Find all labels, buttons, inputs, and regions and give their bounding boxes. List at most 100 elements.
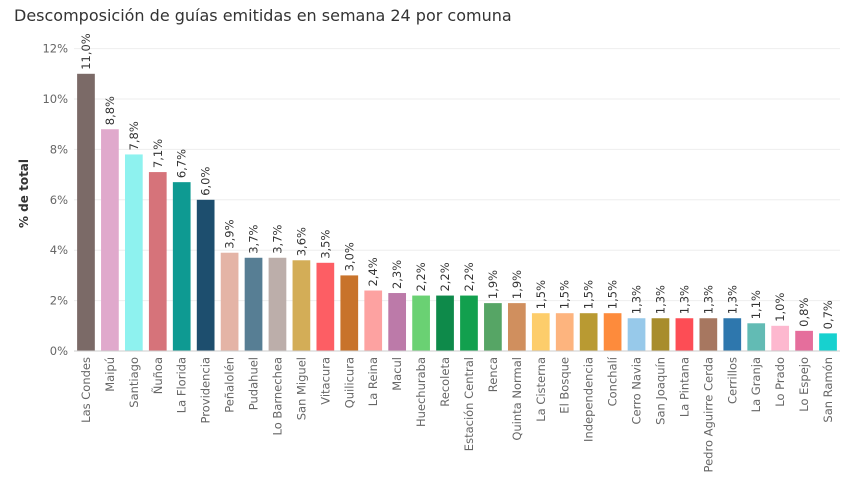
- x-tick-label: Peñalolén: [223, 357, 237, 413]
- bar: [819, 333, 837, 351]
- x-tick-label: Renca: [486, 357, 500, 392]
- data-labels: 11,0% 8,8% 7,8% 7,1% 6,7% 6,0% 3,9% 3,7% 3,7% 3,6…: [79, 33, 835, 329]
- y-tick-label: 0%: [50, 344, 68, 358]
- data-label: 1,3%: [725, 285, 739, 314]
- data-label: 7,1%: [151, 139, 165, 168]
- x-tick-label: La Reina: [366, 357, 380, 406]
- y-tick-label: 4%: [50, 243, 68, 257]
- data-label: 1,5%: [606, 280, 620, 309]
- y-axis-ticks: 0% 2% 4% 6% 8% 10% 12%: [42, 42, 68, 358]
- x-tick-label: Quinta Normal: [510, 357, 524, 441]
- x-tick-label: Maipú: [103, 357, 117, 392]
- x-tick-label: Recoleta: [438, 357, 452, 407]
- data-label: 3,7%: [247, 224, 261, 253]
- data-label: 0,8%: [797, 298, 811, 327]
- bar: [555, 313, 574, 351]
- bar: [220, 252, 239, 351]
- data-label: 8,8%: [103, 96, 117, 125]
- data-label: 1,0%: [773, 293, 787, 322]
- data-label: 1,3%: [653, 285, 667, 314]
- bar: [364, 290, 383, 351]
- bar: [603, 313, 622, 351]
- data-label: 11,0%: [79, 33, 93, 70]
- bar: [651, 318, 670, 351]
- x-tick-label: San Ramón: [821, 357, 835, 423]
- bar: [675, 318, 694, 351]
- bar: [292, 260, 311, 351]
- y-tick-label: 10%: [42, 92, 68, 106]
- data-label: 1,9%: [486, 270, 500, 299]
- x-tick-label: Independencia: [582, 357, 596, 442]
- x-axis-labels: Las Condes Maipú Santiago Ñuñoa La Florida Pr…: [79, 356, 835, 472]
- bar: [531, 313, 550, 351]
- x-tick-label: Lo Prado: [773, 357, 787, 407]
- data-label: 1,5%: [582, 280, 596, 309]
- bar: [579, 313, 598, 351]
- y-tick-label: 2%: [50, 294, 68, 308]
- data-label: 1,5%: [534, 280, 548, 309]
- bar: [412, 295, 430, 351]
- x-tick-label: La Pintana: [677, 357, 691, 417]
- x-tick-label: San Miguel: [294, 357, 308, 420]
- bar: [747, 323, 766, 351]
- bar: [795, 330, 813, 351]
- bar: [627, 318, 646, 351]
- x-tick-label: Quilicura: [342, 357, 356, 408]
- x-tick-label: Lo Barnechea: [270, 357, 284, 435]
- data-label: 3,7%: [270, 224, 284, 253]
- x-tick-label: Pedro Aguirre Cerda: [701, 357, 715, 472]
- bar: [268, 257, 287, 351]
- x-tick-label: La Florida: [175, 357, 189, 413]
- bar: [436, 295, 454, 351]
- data-label: 1,3%: [630, 285, 644, 314]
- y-axis-label: % de total: [17, 159, 31, 228]
- bar: [196, 199, 215, 351]
- x-tick-label: Ñuñoa: [150, 357, 165, 394]
- bar: [101, 129, 119, 351]
- bar: [723, 318, 742, 351]
- x-tick-label: Huechuraba: [414, 357, 428, 427]
- y-tick-label: 8%: [50, 142, 68, 156]
- data-label: 2,2%: [462, 262, 476, 291]
- data-label: 6,7%: [175, 149, 189, 178]
- x-tick-label: Pudahuel: [247, 357, 261, 410]
- bar: [124, 154, 143, 351]
- data-label: 2,4%: [366, 257, 380, 286]
- data-label: 1,3%: [677, 285, 691, 314]
- x-tick-label: Estación Central: [462, 357, 476, 451]
- bar: [172, 182, 191, 351]
- data-label: 6,0%: [199, 167, 213, 196]
- data-label: 2,3%: [390, 260, 404, 289]
- x-tick-label: Vitacura: [318, 357, 332, 405]
- x-tick-label: Conchalí: [606, 356, 620, 406]
- chart-title: Descomposición de guías emitidas en sema…: [14, 6, 512, 25]
- bar: [699, 318, 718, 351]
- x-tick-label: Santiago: [127, 357, 141, 408]
- x-tick-label: San Joaquín: [653, 357, 667, 425]
- x-tick-label: Cerrillos: [725, 357, 739, 404]
- bar: [244, 257, 263, 351]
- data-label: 3,6%: [294, 227, 308, 256]
- bar: [460, 295, 478, 351]
- data-label: 1,3%: [701, 285, 715, 314]
- y-tick-label: 6%: [50, 193, 68, 207]
- x-tick-label: Providencia: [199, 357, 213, 423]
- data-label: 2,2%: [414, 262, 428, 291]
- x-tick-label: La Cisterna: [534, 357, 548, 422]
- x-tick-label: Cerro Navia: [630, 357, 644, 425]
- bar: [771, 325, 790, 351]
- bars: [77, 73, 837, 352]
- data-label: 3,0%: [342, 242, 356, 271]
- data-label: 2,2%: [438, 262, 452, 291]
- bar: [77, 73, 95, 352]
- data-label: 1,1%: [749, 290, 763, 319]
- y-tick-label: 12%: [42, 42, 68, 56]
- bar: [316, 262, 335, 351]
- bar: [340, 275, 359, 351]
- bar: [507, 303, 526, 351]
- data-label: 3,5%: [318, 230, 332, 259]
- data-label: 7,8%: [127, 121, 141, 150]
- bar: [388, 293, 407, 351]
- data-label: 1,5%: [558, 280, 572, 309]
